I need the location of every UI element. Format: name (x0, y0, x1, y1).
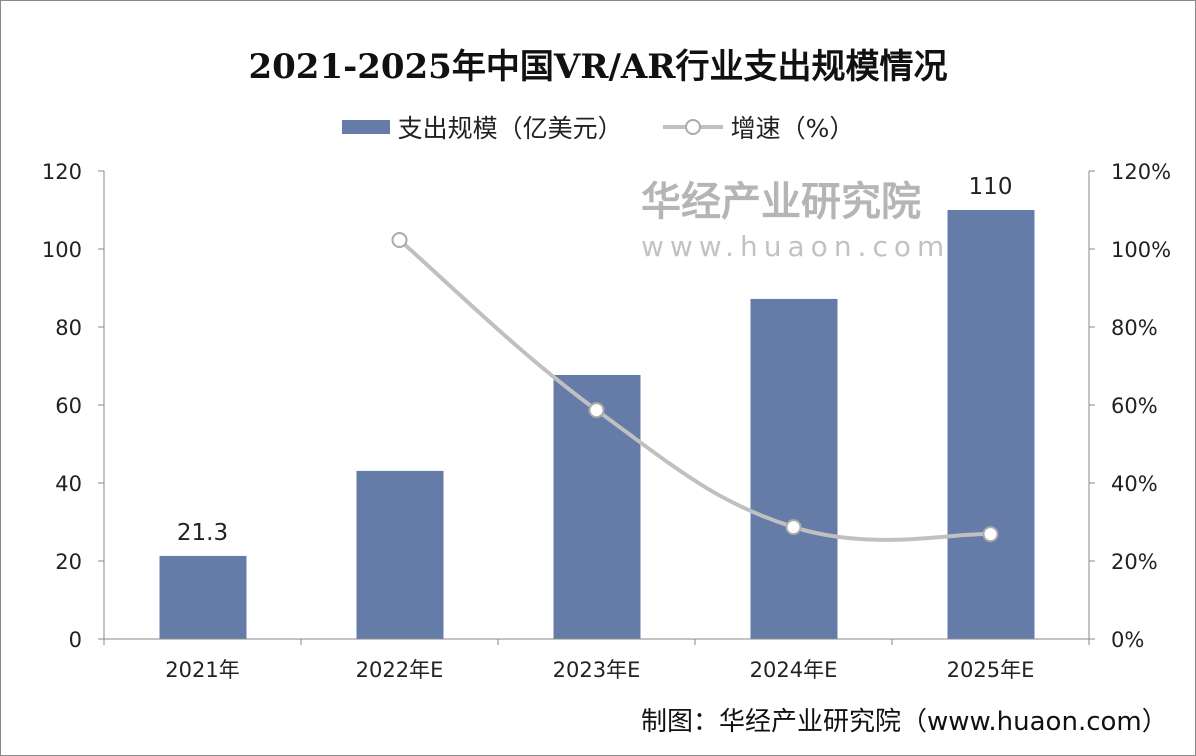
right-tick-label: 20% (1111, 550, 1158, 574)
legend: 支出规模（亿美元） 增速（%） (1, 109, 1195, 145)
left-tick-label: 120 (42, 160, 82, 184)
watermark-url: www.huaon.com (641, 230, 951, 263)
legend-item-bar: 支出规模（亿美元） (341, 109, 623, 145)
growth-line (398, 238, 991, 542)
x-tick-label: 2025年E (947, 658, 1035, 682)
growth-point (391, 232, 408, 249)
legend-line-swatch (662, 119, 723, 135)
left-tick-label: 60 (55, 394, 82, 418)
right-tick-label: 100% (1111, 238, 1171, 262)
bar-2021年 (159, 555, 247, 639)
source-note: 制图：华经产业研究院（www.huaon.com） (641, 707, 1168, 737)
left-tick-label: 40 (55, 472, 82, 496)
bar-2022年E (356, 470, 444, 639)
left-tick-label: 20 (55, 550, 82, 574)
legend-bar-label: 支出规模（亿美元） (397, 114, 623, 143)
right-tick-label: 120% (1111, 160, 1171, 184)
legend-line-label: 增速（%） (730, 114, 855, 143)
bar-2025年E (947, 210, 1035, 639)
x-tick-label: 2023年E (553, 658, 641, 682)
left-tick-label: 100 (42, 238, 82, 262)
chart-title: 2021-2025年中国VR/AR行业支出规模情况 (248, 47, 948, 87)
x-tick-label: 2024年E (750, 658, 838, 682)
bar-data-label: 110 (969, 174, 1013, 200)
watermark: 华经产业研究院 (641, 179, 921, 225)
bar-data-label: 21.3 (177, 520, 228, 546)
legend-item-line: 增速（%） (662, 109, 855, 145)
right-tick-label: 40% (1111, 472, 1158, 496)
right-tick-label: 80% (1111, 316, 1158, 340)
right-tick-label: 0% (1111, 628, 1144, 652)
bar-2023年E (553, 374, 641, 639)
bar-2024年E (750, 298, 838, 639)
growth-point (982, 526, 999, 543)
right-tick-label: 60% (1111, 394, 1158, 418)
left-tick-label: 80 (55, 316, 82, 340)
x-tick-label: 2021年 (165, 658, 239, 682)
legend-bar-swatch (341, 120, 390, 134)
growth-point (785, 519, 802, 536)
growth-point (588, 402, 605, 419)
left-tick-label: 0 (69, 628, 82, 652)
x-tick-label: 2022年E (356, 658, 444, 682)
